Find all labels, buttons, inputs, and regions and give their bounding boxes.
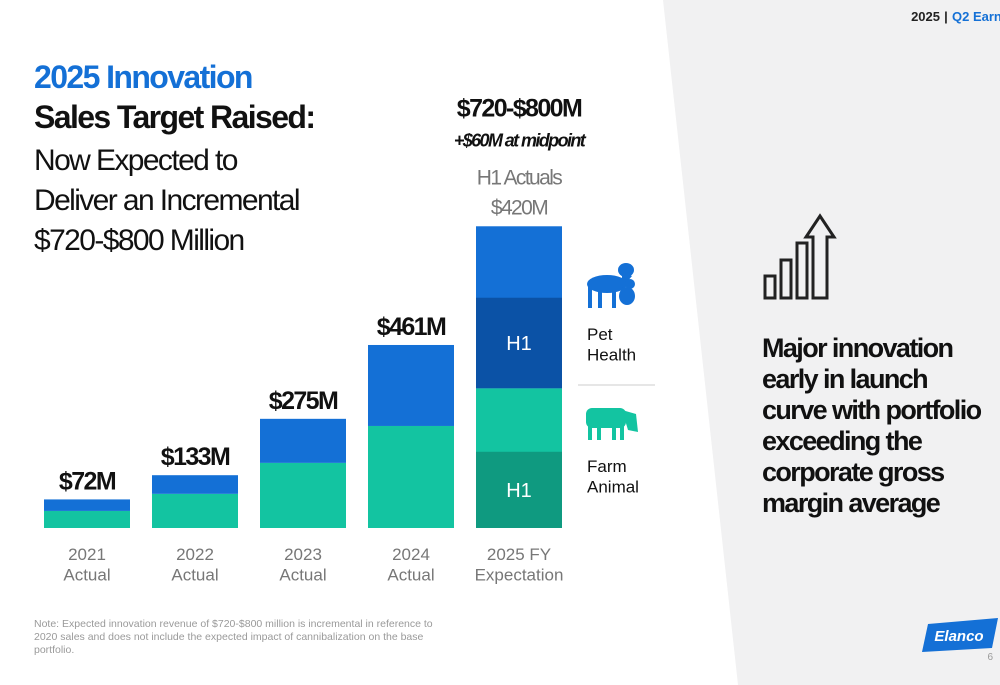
title-line: $720-$800 Million — [34, 224, 244, 257]
x-tick-label: 2023 Actual — [279, 545, 326, 584]
total-label: $133M — [161, 443, 230, 471]
x-tick-label: 2025 FY Expectation — [475, 545, 564, 584]
h1-segment — [476, 451, 562, 528]
title-highlight: 2025 Innovation — [34, 59, 252, 95]
h1-caption: H1 Actuals — [477, 166, 562, 189]
header-year: 2025 — [911, 9, 940, 24]
bar-segment — [152, 475, 238, 494]
h1-label: H1 — [506, 480, 532, 502]
logo: Elanco — [922, 618, 998, 652]
total-label: $461M — [377, 313, 446, 341]
growth-icon — [763, 213, 837, 300]
page-number: 6 — [987, 652, 993, 663]
farm-icon — [586, 408, 638, 440]
header-separator: | — [944, 9, 948, 24]
total-label: $72M — [59, 467, 116, 495]
bar-segment — [368, 425, 454, 528]
footnote: Note: Expected innovation revenue of $72… — [34, 618, 433, 656]
h1-total: $420M — [491, 196, 547, 219]
x-tick-label: 2024 Actual — [387, 545, 434, 584]
bar-segment — [260, 418, 346, 463]
bar-segment — [44, 499, 130, 511]
bar-segment — [368, 344, 454, 426]
logo-text: Elanco — [934, 628, 983, 645]
background-panel — [663, 0, 1000, 685]
total-label: $720-$800M — [457, 94, 582, 122]
total-label: $275M — [269, 387, 338, 415]
title-line: Deliver an Incremental — [34, 184, 299, 217]
title-line: Now Expected to — [34, 144, 238, 177]
legend-entry: Farm Animal — [587, 457, 639, 496]
bar-segment — [44, 510, 130, 528]
h1-label: H1 — [506, 333, 532, 355]
x-tick-label: 2022 Actual — [171, 545, 218, 584]
legend-entry: Pet Health — [587, 325, 636, 364]
bar-segment — [152, 493, 238, 528]
title-headline: Sales Target Raised: — [34, 99, 314, 135]
x-tick-label: 2021 Actual — [63, 545, 110, 584]
logo-shape — [922, 618, 998, 652]
pet-icon — [587, 263, 635, 308]
right-text: Major innovation early in launch curve w… — [762, 333, 982, 518]
midpoint-note: +$60M at midpoint — [454, 130, 587, 150]
bar-segment — [260, 462, 346, 528]
h1-segment — [476, 297, 562, 389]
header-report: Q2 Earnings — [952, 9, 1000, 24]
